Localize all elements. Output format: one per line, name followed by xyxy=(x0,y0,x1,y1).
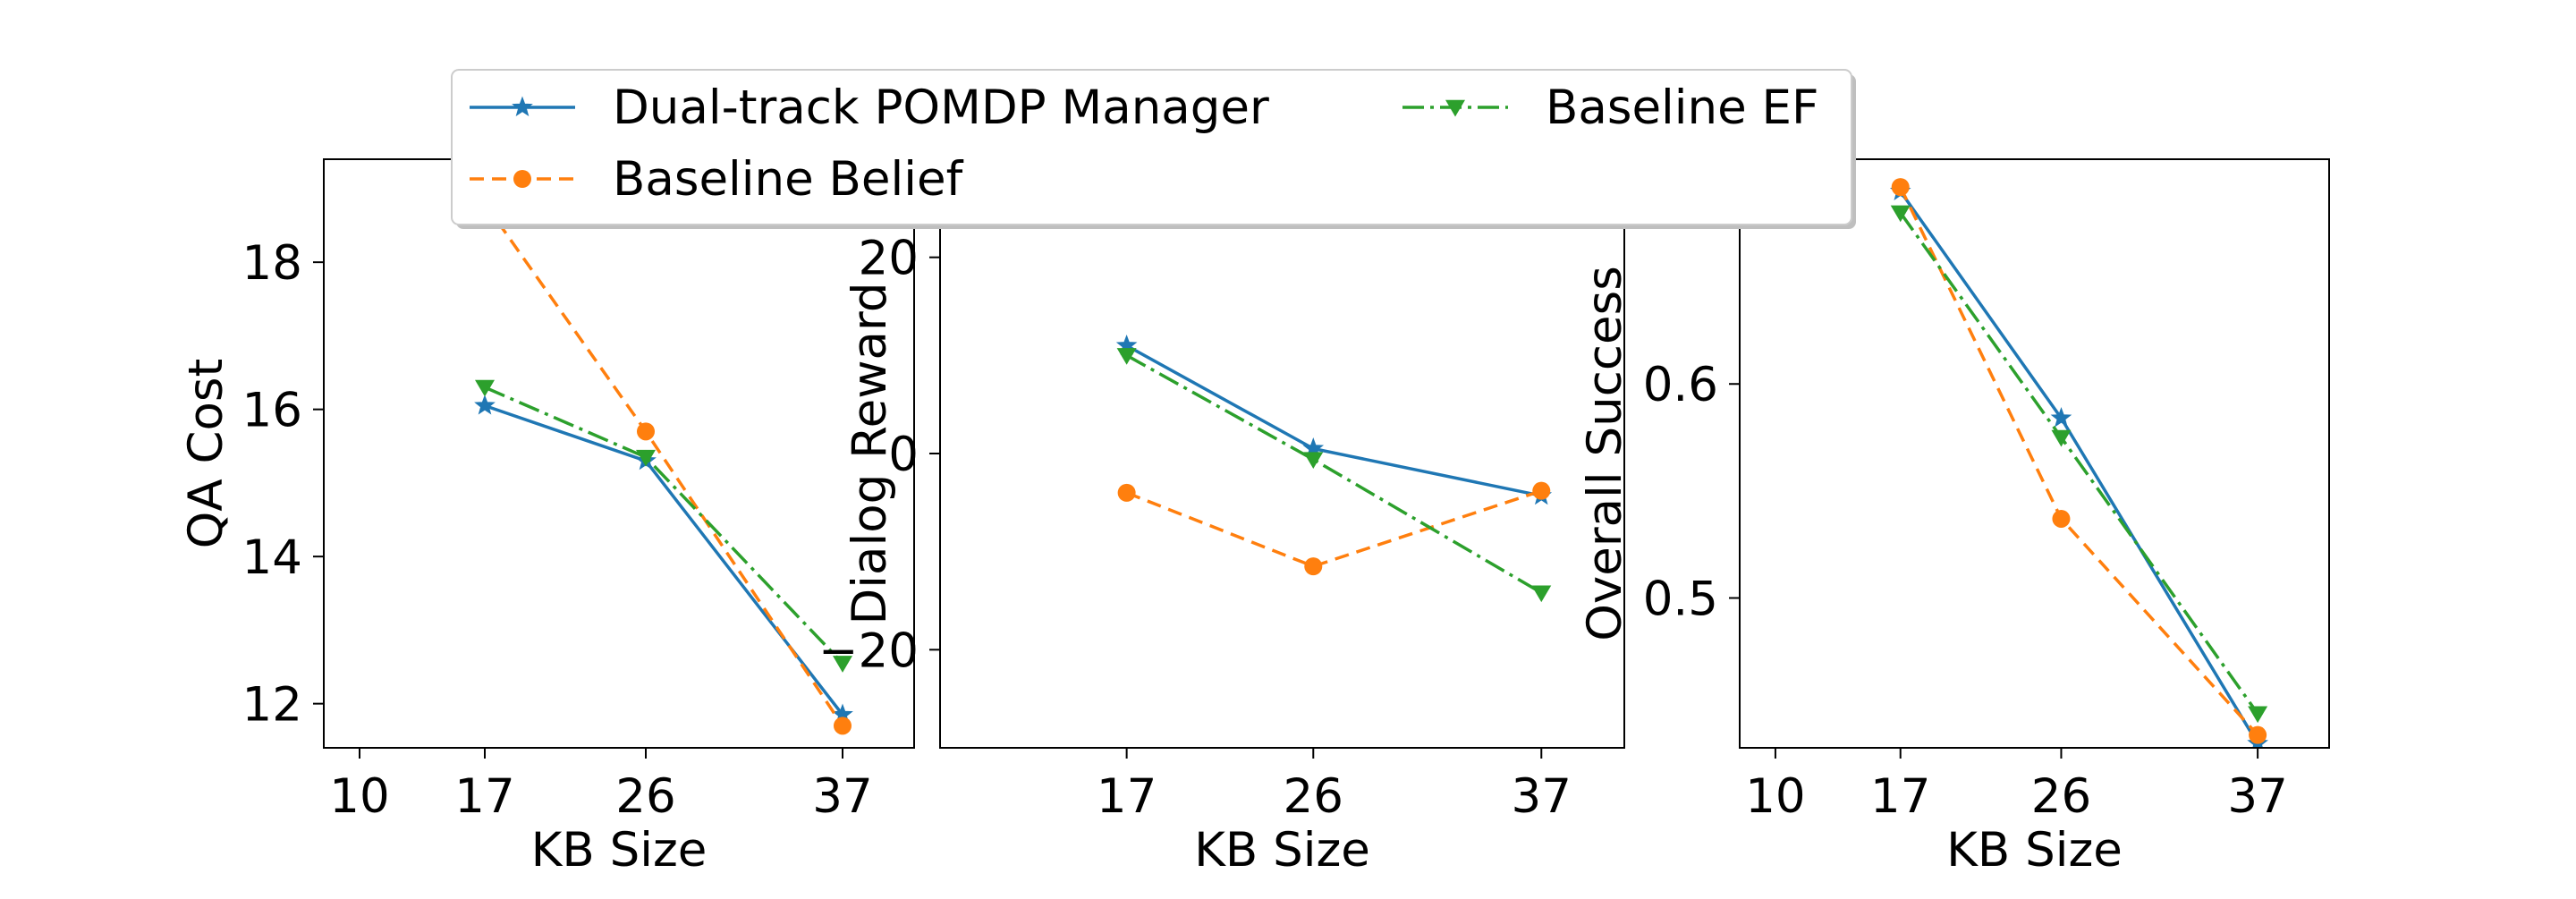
y-axis-label: QA Cost xyxy=(179,359,233,549)
legend: Dual-track POMDP Manager Baseline Belief B… xyxy=(451,69,1856,229)
data-point xyxy=(474,394,496,415)
axes-frame xyxy=(939,158,1625,749)
series-line-1 xyxy=(484,403,844,717)
legend-box xyxy=(451,69,1852,225)
x-tick-label: 17 xyxy=(1097,769,1157,824)
plot-area xyxy=(1889,178,2268,748)
x-tick-label: 37 xyxy=(812,769,872,824)
series-line-2 xyxy=(1125,489,1542,568)
y-tick-label: 12 xyxy=(242,678,302,733)
x-tick-label: 10 xyxy=(1745,769,1805,824)
plot-area xyxy=(1115,334,1553,603)
chart-panel-3: 10 17 26 37 0.5 0.6 KB Size Overall Success xyxy=(1578,158,2330,878)
y-axis-label: Dialog Reward xyxy=(843,282,897,624)
x-axis-label: KB Size xyxy=(1946,823,2123,878)
chart-panel-2: 17 26 37 20 0 −20 KB Size Dialog Reward xyxy=(818,158,1625,878)
legend-label: Baseline EF xyxy=(1546,81,1819,135)
y-tick-label: 0.5 xyxy=(1643,572,1718,627)
data-point xyxy=(1891,178,1910,197)
y-tick-label: 0.6 xyxy=(1643,358,1718,412)
x-tick-label: 37 xyxy=(1512,769,1572,824)
legend-marker xyxy=(513,170,531,188)
data-point xyxy=(2249,725,2267,744)
x-axis-label: KB Size xyxy=(531,823,708,878)
x-tick-label: 26 xyxy=(2031,769,2091,824)
series-line-1 xyxy=(1899,190,2259,745)
data-point xyxy=(1531,585,1552,603)
legend-marker xyxy=(1445,99,1465,117)
x-tick-label: 26 xyxy=(615,769,675,824)
legend-entry-2: Baseline Belief xyxy=(470,152,964,207)
data-point xyxy=(2051,429,2072,447)
x-tick-label: 37 xyxy=(2227,769,2287,824)
x-tick-label: 26 xyxy=(1284,769,1343,824)
y-tick-label: 16 xyxy=(242,384,302,438)
x-axis-label: KB Size xyxy=(1194,823,1370,878)
series-line-3 xyxy=(484,386,844,665)
y-tick-label: 14 xyxy=(242,530,302,585)
data-point xyxy=(637,422,655,441)
series-line-3 xyxy=(1899,211,2259,715)
plot-area xyxy=(474,194,853,735)
data-point xyxy=(2050,407,2072,428)
series-line-3 xyxy=(1125,353,1543,595)
data-point xyxy=(834,717,852,735)
data-point xyxy=(2248,706,2268,724)
data-point xyxy=(1303,452,1324,470)
panels-layer: 10 17 26 37 12 14 16 18 KB Size QA Cost 17 26 37 20 0 −… xyxy=(179,158,2330,878)
x-tick-label: 17 xyxy=(454,769,514,824)
data-point xyxy=(1117,483,1136,502)
data-point xyxy=(636,449,656,467)
data-point xyxy=(1304,557,1323,576)
data-point xyxy=(1890,205,1911,223)
legend-entry-3: Baseline EF xyxy=(1402,81,1819,135)
legend-label: Dual-track POMDP Manager xyxy=(613,81,1269,135)
y-axis-label: Overall Success xyxy=(1578,266,1632,641)
data-point xyxy=(2052,509,2071,528)
data-point xyxy=(1532,481,1551,500)
y-tick-label: 20 xyxy=(859,232,919,286)
x-tick-label: 17 xyxy=(1870,769,1930,824)
data-point xyxy=(475,379,495,397)
x-tick-label: 10 xyxy=(329,769,389,824)
legend-label: Baseline Belief xyxy=(613,152,964,207)
legend-entry-1: Dual-track POMDP Manager xyxy=(470,81,1269,135)
legend-marker xyxy=(512,96,533,117)
chart-panel-1: 10 17 26 37 12 14 16 18 KB Size QA Cost xyxy=(179,158,915,878)
data-point xyxy=(1116,348,1137,365)
y-tick-label: 18 xyxy=(242,236,302,291)
y-tick-label: 0 xyxy=(888,428,919,482)
data-point xyxy=(833,656,852,673)
y-tick-label: −20 xyxy=(818,623,919,678)
series-line-2 xyxy=(483,202,844,727)
axes-frame xyxy=(1739,158,2330,749)
